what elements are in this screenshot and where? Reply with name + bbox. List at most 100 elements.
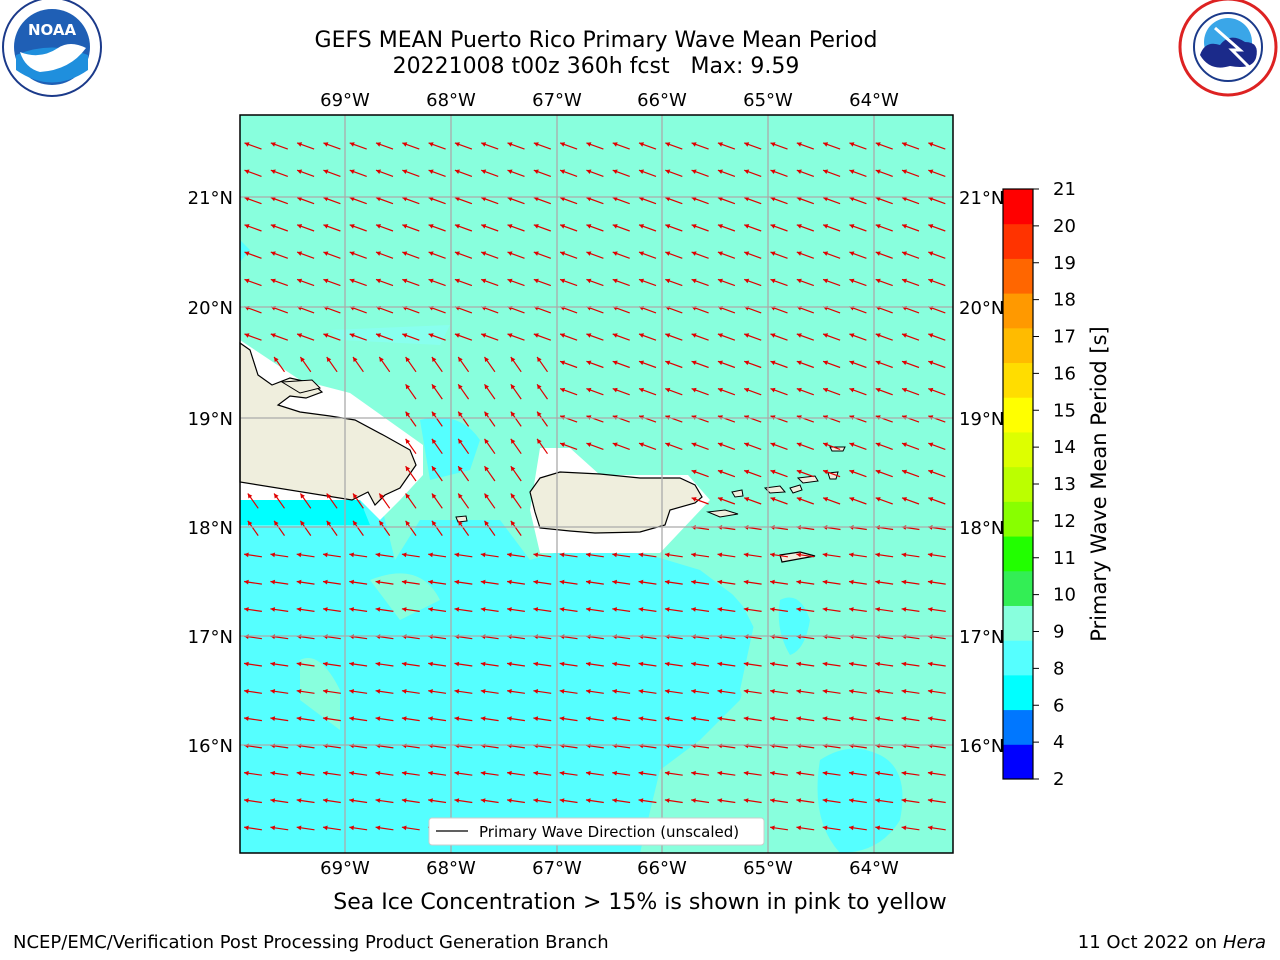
wave-arrow-head [560, 278, 566, 284]
wave-arrow-head [533, 333, 539, 338]
wave-arrow-head [586, 278, 592, 284]
wave-arrow-head [480, 579, 486, 585]
wave-arrow-head [717, 469, 723, 475]
wave-arrow-head [300, 357, 305, 362]
wave-arrow-head [510, 384, 516, 390]
wave-arrow-head [326, 520, 332, 526]
wave-arrow-head [480, 716, 486, 721]
wave-arrow-head [796, 142, 802, 147]
wave-arrow-head [849, 196, 855, 202]
wave-arrow-head [665, 333, 671, 338]
svg-text:16°N: 16°N [959, 736, 1004, 757]
svg-text:21°N: 21°N [188, 188, 233, 209]
wave-arrow-head [691, 497, 697, 502]
wave-arrow-head [533, 689, 539, 694]
wave-arrow-head [796, 169, 802, 174]
wave-arrow-head [270, 661, 276, 667]
noaa-logo: NOAA [2, 0, 102, 97]
colorbar-tick-label: 19 [1053, 253, 1076, 274]
wave-arrow-head [849, 142, 855, 147]
wave-arrow-head [744, 387, 750, 393]
wave-arrow-head [296, 689, 302, 694]
wave-arrow-head [875, 196, 881, 202]
wave-arrow-head [639, 142, 644, 147]
wave-arrow-head [454, 333, 460, 338]
wave-arrow-head [428, 661, 433, 667]
wave-arrow-head [507, 579, 512, 585]
wave-arrow-head [480, 689, 486, 694]
colorbar-tick-label: 15 [1053, 400, 1076, 421]
colorbar-swatch [1003, 431, 1033, 468]
wave-arrow-head [484, 384, 489, 390]
wave-arrow-head [323, 716, 328, 721]
wave-arrow-head [691, 607, 696, 612]
svg-text:67°W: 67°W [532, 858, 582, 879]
wave-arrow-head [484, 411, 489, 417]
wave-arrow-head [612, 607, 617, 612]
wave-arrow-head [928, 442, 934, 447]
colorbar-swatch [1003, 501, 1033, 537]
wave-arrow-head [402, 224, 408, 229]
wave-arrow-head [402, 333, 408, 338]
wave-arrow-head [902, 333, 907, 338]
wave-arrow-head [796, 333, 802, 338]
field-region-6-8 [240, 500, 370, 525]
wave-arrow-head [349, 607, 354, 612]
wave-arrow-head [664, 716, 670, 721]
wave-arrow-head [481, 169, 487, 174]
wave-arrow-head [349, 196, 355, 202]
wave-arrow-head [928, 469, 934, 475]
wave-arrow-head [484, 466, 489, 472]
wave-arrow-head [533, 196, 539, 202]
wave-arrow-head [902, 196, 907, 202]
wave-arrow-head [428, 333, 434, 338]
colorbar-swatch [1003, 466, 1033, 502]
svg-text:16°N: 16°N [188, 736, 233, 757]
wave-arrow-head [927, 825, 933, 831]
colorbar-tick-label: 12 [1053, 511, 1076, 532]
wave-arrow-head [376, 278, 381, 284]
wave-arrow-head [401, 607, 407, 612]
wave-arrow-head [560, 333, 566, 338]
svg-text:64°W: 64°W [849, 858, 899, 879]
wave-arrow-head [875, 278, 881, 284]
svg-text:17°N: 17°N [959, 627, 1004, 648]
wave-arrow-head [665, 387, 671, 393]
wave-arrow-head [323, 825, 328, 831]
wave-arrow-head [375, 552, 381, 558]
wave-arrow-head [902, 224, 907, 229]
wave-arrow-head [428, 196, 434, 202]
wave-arrow-head [402, 278, 408, 284]
wave-arrow-head [928, 169, 934, 174]
wave-arrow-head [454, 689, 460, 694]
wave-arrow-head [612, 278, 618, 284]
wave-arrow-head [902, 142, 907, 147]
wave-arrow-head [507, 798, 512, 803]
wave-arrow-head [454, 552, 460, 558]
wave-arrow-head [402, 169, 408, 174]
wave-arrow-head [691, 278, 697, 284]
wave-arrow-head [639, 278, 644, 284]
colorbar-swatch [1003, 189, 1033, 225]
wave-arrow-head [796, 360, 802, 366]
wave-arrow-head [296, 716, 302, 721]
colorbar-swatch [1003, 536, 1033, 572]
wave-arrow-head [875, 224, 881, 229]
wave-arrow-head [744, 278, 750, 284]
colorbar-swatch [1003, 640, 1033, 676]
wave-arrow-head [770, 278, 776, 284]
wave-arrow-head [875, 387, 881, 393]
wave-arrow-head [612, 798, 617, 803]
wave-arrow-head [401, 689, 407, 694]
wave-arrow-head [458, 357, 463, 362]
wave-arrow-head [533, 251, 539, 256]
wave-arrow-head [849, 689, 854, 694]
wave-arrow-head [533, 552, 539, 558]
wave-arrow-head [822, 661, 828, 667]
wave-arrow-head [586, 770, 591, 776]
wave-arrow-head [927, 716, 933, 721]
wave-arrow-head [875, 497, 881, 502]
map-frame [239, 114, 954, 854]
wave-arrow-head [270, 333, 276, 338]
wave-arrow-head [796, 798, 802, 803]
